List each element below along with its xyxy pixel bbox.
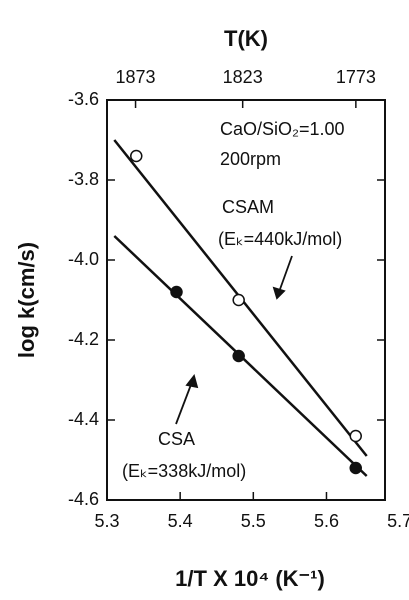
top-axis-title: T(K) — [224, 26, 268, 51]
x-axis-label: 1/T X 10⁴ (K⁻¹) — [175, 566, 325, 591]
arrow-head — [185, 374, 199, 389]
x-tick-label: 5.4 — [168, 511, 193, 531]
point — [349, 461, 362, 475]
arrow — [278, 255, 293, 293]
x-tick-label: 5.5 — [241, 511, 266, 531]
annotation: 200rpm — [220, 149, 281, 169]
point — [349, 429, 362, 443]
arrows — [175, 255, 293, 425]
x-tick-label: 5.3 — [94, 511, 119, 531]
point — [130, 149, 143, 163]
point — [170, 285, 183, 299]
annotation: CSAM — [222, 197, 274, 217]
y-tick-label: -4.6 — [68, 489, 99, 509]
y-tick-label: -3.8 — [68, 169, 99, 189]
top-tick-label: 1773 — [336, 67, 376, 87]
point — [232, 293, 245, 307]
y-tick-label: -3.6 — [68, 89, 99, 109]
y-axis-label: log k(cm/s) — [14, 242, 39, 358]
x-tick-label: 5.7 — [387, 511, 409, 531]
annotation: CSA — [158, 429, 195, 449]
annotation: (Eₖ=440kJ/mol) — [218, 229, 342, 249]
y-tick-label: -4.2 — [68, 329, 99, 349]
top-tick-label: 1873 — [116, 67, 156, 87]
y-tick-label: -4.4 — [68, 409, 99, 429]
x-tick-label: 5.6 — [314, 511, 339, 531]
annotation: CaO/SiO₂=1.00 — [220, 119, 345, 139]
arrow-head — [272, 286, 286, 300]
y-tick-label: -4.0 — [68, 249, 99, 269]
plot-frame — [106, 99, 386, 501]
arrow — [175, 381, 193, 425]
top-tick-label: 1823 — [223, 67, 263, 87]
point — [232, 349, 245, 363]
annotation: (Eₖ=338kJ/mol) — [122, 461, 246, 481]
